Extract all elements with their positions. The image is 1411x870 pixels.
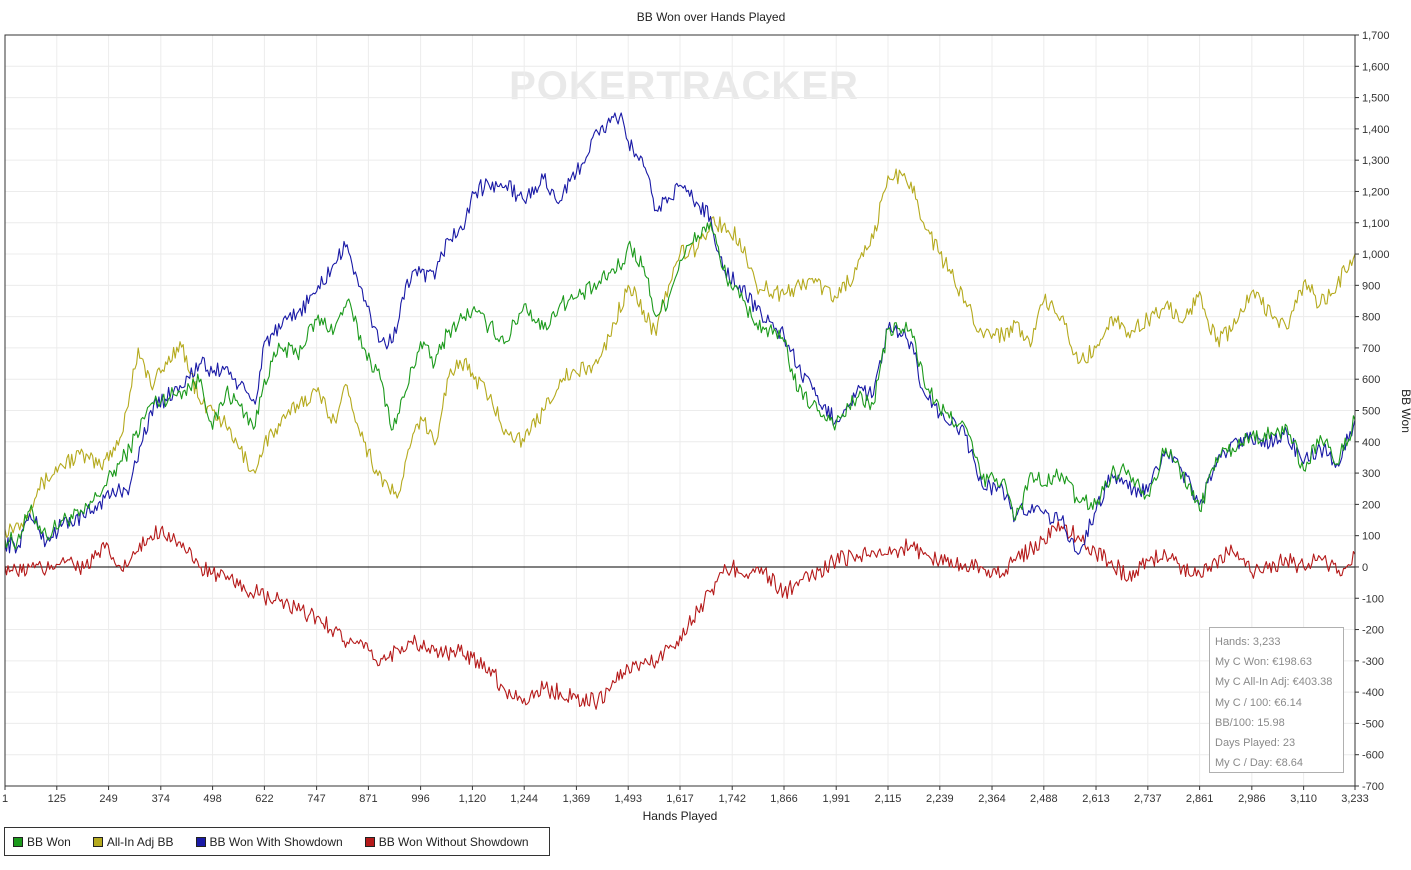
x-tick-label: 249	[99, 793, 117, 805]
x-tick-label: 996	[411, 793, 429, 805]
legend-swatch	[195, 836, 206, 847]
y-tick-label: 800	[1362, 312, 1380, 324]
series-lines	[4, 112, 1356, 710]
y-tick-label: 1,200	[1362, 186, 1390, 198]
legend-label: All-In Adj BB	[106, 834, 174, 849]
axis-ticks: 1 125 249 374 498 622 747 871 996 1,120 1,244 1,369…	[2, 30, 1390, 805]
x-tick-label: 3,110	[1290, 793, 1317, 805]
x-tick-label: 1,742	[718, 793, 746, 805]
y-tick-label: 100	[1362, 531, 1380, 543]
x-axis-title: Hands Played	[643, 809, 718, 823]
stat-won: My C Won: €198.63	[1215, 656, 1313, 669]
y-tick-label: 0	[1362, 562, 1368, 574]
x-tick-label: 3,233	[1341, 793, 1369, 805]
y-tick-label: 300	[1362, 468, 1380, 480]
x-tick-label: 622	[255, 793, 273, 805]
x-tick-label: 2,239	[926, 793, 954, 805]
series-line-all-in-adj-bb	[4, 168, 1356, 538]
stat-hands: Hands: 3,233	[1215, 636, 1281, 648]
y-tick-label: 1,100	[1362, 218, 1390, 230]
series-line-bb-won-with-showdown	[4, 112, 1356, 555]
series-line-bb-won-without-showdown	[4, 520, 1356, 710]
watermark-logo: POKERTRACKER	[509, 64, 859, 108]
legend-swatch	[364, 836, 375, 847]
stat-allin-adj: My C All-In Adj: €403.38	[1215, 676, 1333, 689]
y-tick-label: -200	[1362, 625, 1384, 637]
x-tick-label: 2,364	[978, 793, 1006, 805]
y-axis-title: BB Won	[1399, 389, 1411, 433]
y-tick-label: 700	[1362, 343, 1380, 355]
y-tick-label: 400	[1362, 437, 1380, 449]
y-tick-label: -100	[1362, 593, 1384, 605]
x-tick-label: 498	[203, 793, 221, 805]
legend-item-bb-won[interactable]: BB Won	[13, 835, 71, 849]
x-tick-label: 2,613	[1082, 793, 1110, 805]
x-tick-label: 871	[359, 793, 377, 805]
x-tick-label: 1,866	[770, 793, 798, 805]
y-tick-label: -700	[1362, 781, 1384, 793]
legend-swatch	[92, 836, 103, 847]
stat-days-played: Days Played: 23	[1215, 737, 1296, 750]
x-tick-label: 125	[48, 793, 66, 805]
x-tick-label: 1,120	[459, 793, 487, 805]
x-tick-label: 1,369	[563, 793, 591, 805]
y-tick-label: -600	[1362, 750, 1384, 762]
x-tick-label: 374	[152, 793, 170, 805]
x-tick-label: 1,991	[822, 793, 850, 805]
y-tick-label: -300	[1362, 656, 1384, 668]
grid	[4, 34, 1356, 787]
legend: BB Won All-In Adj BB BB Won With Showdow…	[4, 827, 550, 856]
legend-swatch	[13, 836, 23, 847]
x-tick-label: 2,737	[1134, 793, 1162, 805]
y-tick-label: -500	[1362, 718, 1384, 730]
y-tick-label: 900	[1362, 280, 1380, 292]
y-tick-label: -400	[1362, 687, 1384, 699]
legend-label: BB Won	[27, 834, 71, 849]
x-tick-label: 2,488	[1030, 793, 1058, 805]
y-tick-label: 1,000	[1362, 249, 1390, 261]
stats-panel: Hands: 3,233 My C Won: €198.63 My C All-…	[1209, 627, 1344, 773]
y-tick-label: 1,600	[1362, 61, 1390, 73]
y-tick-label: 600	[1362, 374, 1380, 386]
legend-item-with-showdown[interactable]: BB Won With Showdown	[195, 834, 343, 849]
y-tick-label: 1,700	[1362, 30, 1390, 42]
legend-label: BB Won Without Showdown	[378, 834, 529, 849]
x-tick-label: 2,986	[1238, 793, 1266, 805]
x-tick-label: 2,115	[875, 793, 902, 805]
legend-label: BB Won With Showdown	[209, 834, 343, 849]
chart-title: BB Won over Hands Played	[637, 10, 786, 24]
legend-item-without-showdown[interactable]: BB Won Without Showdown	[364, 834, 529, 849]
stat-bb-100: BB/100: 15.98	[1215, 716, 1285, 729]
stat-per-day: My C / Day: €8.64	[1215, 757, 1304, 770]
y-tick-label: 1,400	[1362, 124, 1390, 136]
y-tick-label: 1,300	[1362, 155, 1390, 167]
legend-item-all-in-adj[interactable]: All-In Adj BB	[92, 834, 174, 849]
x-tick-label: 1,493	[614, 793, 642, 805]
y-tick-label: 200	[1362, 499, 1380, 511]
stat-per-100: My C / 100: €6.14	[1215, 696, 1302, 709]
x-tick-label: 1,617	[666, 793, 694, 805]
x-tick-label: 1	[2, 793, 8, 805]
y-tick-label: 1,500	[1362, 93, 1390, 105]
x-tick-label: 747	[307, 793, 325, 805]
x-tick-label: 1,244	[510, 793, 538, 805]
y-tick-label: 500	[1362, 406, 1380, 418]
series-line-bb-won	[4, 222, 1356, 550]
x-tick-label: 2,861	[1186, 793, 1214, 805]
